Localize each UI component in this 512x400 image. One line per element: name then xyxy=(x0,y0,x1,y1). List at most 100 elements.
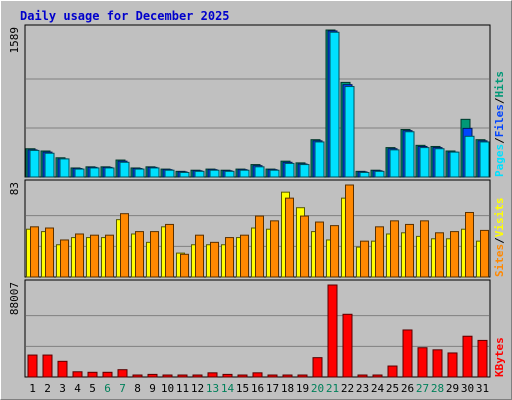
bar-kbytes-day-20 xyxy=(312,357,323,378)
bar-sites-day-27 xyxy=(420,220,429,278)
bar-sites-day-8 xyxy=(135,231,144,278)
x-tick-label-31: 31 xyxy=(476,382,489,395)
panel-legend: KBytes xyxy=(493,337,506,377)
bar-pages-day-16 xyxy=(254,166,265,178)
bar-sites-day-1 xyxy=(30,226,39,278)
bar-sites-day-22 xyxy=(345,184,354,278)
bar-kbytes-day-25 xyxy=(387,365,398,378)
bar-pages-day-25 xyxy=(389,149,400,178)
bar-kbytes-day-3 xyxy=(57,360,68,378)
chart-panels: 1589Pages/Files/Hits83Sites/Visits88007K… xyxy=(8,24,506,378)
x-tick-label-15: 15 xyxy=(236,382,249,395)
x-tick-label-17: 17 xyxy=(266,382,279,395)
legend-entry: Hits xyxy=(493,71,506,98)
bar-pages-day-8 xyxy=(134,168,145,178)
x-axis-labels: 1 2 3 4 5 6 7 8 9 10 11 12 13 14 15 16 17 18 19 20 21 22 23 24 2… xyxy=(29,382,489,395)
bar-pages-day-14 xyxy=(224,170,235,178)
legend-entry: Sites xyxy=(493,244,506,277)
bar-pages-day-24 xyxy=(374,170,385,178)
bar-sites-day-6 xyxy=(105,234,114,278)
bar-pages-day-12 xyxy=(194,170,205,178)
bar-sites-day-23 xyxy=(360,240,369,278)
bar-sites-day-28 xyxy=(435,232,444,278)
bar-pages-day-21 xyxy=(329,31,340,178)
bar-sites-day-25 xyxy=(390,220,399,278)
x-tick-label-20: 20 xyxy=(311,382,324,395)
axis-max-label: 83 xyxy=(8,182,21,195)
bar-pages-day-30 xyxy=(464,135,475,178)
bar-kbytes-day-8 xyxy=(132,374,143,378)
x-tick-label-28: 28 xyxy=(431,382,444,395)
bar-sites-day-31 xyxy=(480,229,489,278)
x-tick-label-19: 19 xyxy=(296,382,309,395)
bar-kbytes-day-21 xyxy=(327,284,338,378)
chart-title: Daily usage for December 2025 xyxy=(20,9,230,23)
bar-kbytes-day-12 xyxy=(192,374,203,378)
bar-sites-day-2 xyxy=(45,227,54,278)
x-tick-label-6: 6 xyxy=(104,382,111,395)
x-tick-label-7: 7 xyxy=(119,382,126,395)
bar-kbytes-day-6 xyxy=(102,371,113,378)
bar-pages-day-28 xyxy=(434,148,445,178)
bar-kbytes-day-18 xyxy=(282,374,293,378)
bar-pages-day-1 xyxy=(29,149,40,178)
axis-max-label: 88007 xyxy=(8,282,21,315)
bar-sites-day-17 xyxy=(270,220,279,278)
x-tick-label-22: 22 xyxy=(341,382,354,395)
x-tick-label-26: 26 xyxy=(401,382,414,395)
bar-kbytes-day-2 xyxy=(42,354,53,378)
bar-kbytes-day-9 xyxy=(147,373,158,378)
bar-pages-day-18 xyxy=(284,162,295,178)
legend-entry: Pages xyxy=(493,144,506,177)
bar-pages-day-5 xyxy=(89,167,100,178)
bar-kbytes-day-14 xyxy=(222,373,233,378)
x-tick-label-29: 29 xyxy=(446,382,459,395)
bar-pages-day-13 xyxy=(209,169,220,178)
x-tick-label-16: 16 xyxy=(251,382,264,395)
x-tick-label-11: 11 xyxy=(176,382,189,395)
bar-sites-day-7 xyxy=(120,213,129,278)
x-tick-label-8: 8 xyxy=(134,382,141,395)
x-tick-label-12: 12 xyxy=(191,382,204,395)
bar-sites-day-13 xyxy=(210,241,219,278)
bar-kbytes-day-23 xyxy=(357,374,368,378)
bar-pages-day-2 xyxy=(44,152,55,178)
legend-entry: / xyxy=(493,137,506,144)
bar-sites-day-15 xyxy=(240,234,249,278)
x-tick-label-3: 3 xyxy=(59,382,66,395)
bar-pages-day-31 xyxy=(479,141,490,178)
panel-legend: Sites/Visits xyxy=(493,198,506,278)
bar-kbytes-day-5 xyxy=(87,371,98,378)
bar-pages-day-15 xyxy=(239,169,250,178)
bar-sites-day-21 xyxy=(330,225,339,278)
x-tick-label-21: 21 xyxy=(326,382,339,395)
bar-kbytes-day-13 xyxy=(207,372,218,378)
bar-kbytes-day-26 xyxy=(402,329,413,378)
bar-pages-day-27 xyxy=(419,147,430,178)
bar-sites-day-10 xyxy=(165,223,174,278)
bar-pages-day-26 xyxy=(404,131,415,178)
bar-sites-day-19 xyxy=(300,215,309,278)
x-tick-label-9: 9 xyxy=(149,382,156,395)
bar-kbytes-day-16 xyxy=(252,372,263,378)
bar-kbytes-day-17 xyxy=(267,374,278,378)
bar-kbytes-day-24 xyxy=(372,374,383,378)
bar-kbytes-day-10 xyxy=(162,374,173,378)
panel-kbytes: 88007 KBytes xyxy=(8,279,506,378)
bar-sites-day-11 xyxy=(180,253,189,278)
x-tick-label-24: 24 xyxy=(371,382,385,395)
bar-kbytes-day-29 xyxy=(447,352,458,378)
x-tick-label-4: 4 xyxy=(74,382,81,395)
bar-kbytes-day-4 xyxy=(72,371,83,378)
bar-kbytes-day-1 xyxy=(27,354,38,378)
bar-sites-day-12 xyxy=(195,234,204,278)
x-tick-label-10: 10 xyxy=(161,382,174,395)
bar-pages-day-20 xyxy=(314,141,325,178)
bar-kbytes-day-19 xyxy=(297,374,308,378)
legend-entry: Visits xyxy=(493,198,506,238)
x-tick-label-2: 2 xyxy=(44,382,51,395)
x-tick-label-27: 27 xyxy=(416,382,429,395)
legend-entry: / xyxy=(493,97,506,104)
